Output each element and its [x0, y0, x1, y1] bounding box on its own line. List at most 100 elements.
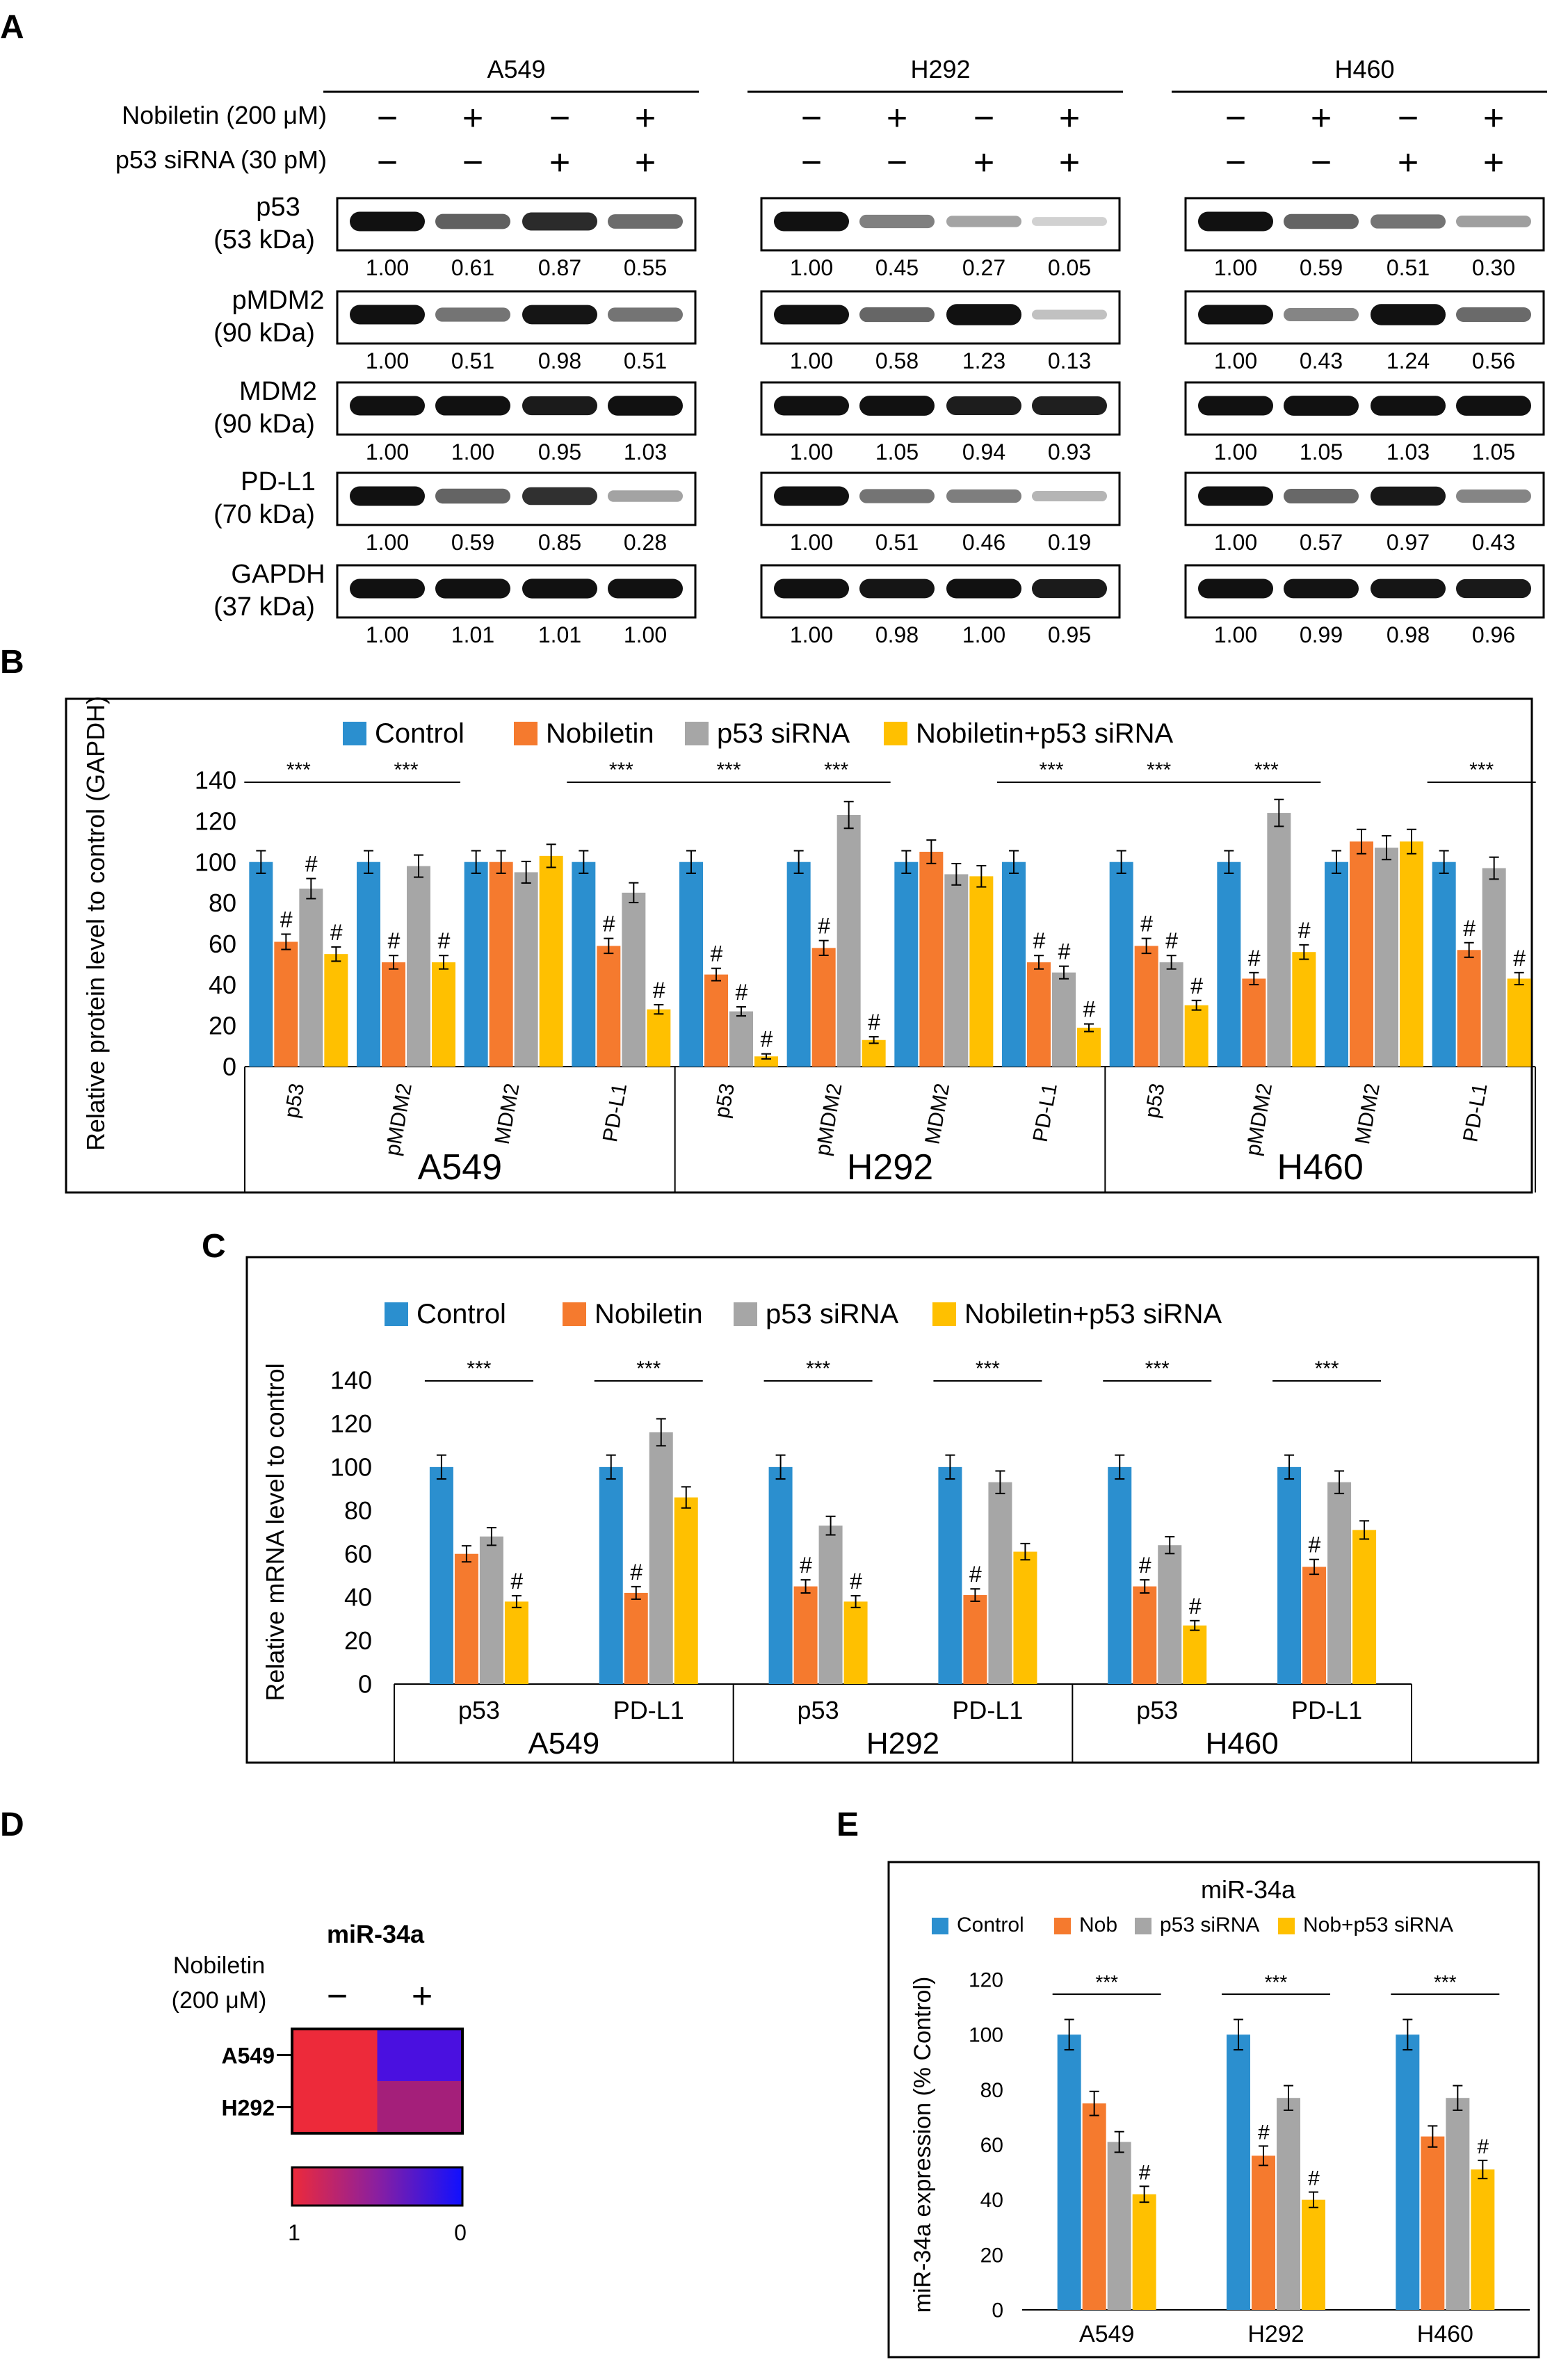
bar	[1227, 2035, 1250, 2310]
sig-stars: ***	[1254, 759, 1279, 782]
treatment-sign: +	[635, 98, 656, 138]
blot-band	[946, 579, 1021, 599]
x-category-label: MDM2	[491, 1081, 524, 1146]
legend-swatch	[1054, 1918, 1071, 1934]
bar	[1252, 2155, 1275, 2310]
y-tick-label: 40	[980, 2189, 1003, 2212]
bar	[464, 862, 488, 1067]
hash-marker: #	[1463, 916, 1476, 941]
blot-cell-label: A549	[487, 55, 545, 83]
band-quant-value: 0.96	[1472, 622, 1515, 647]
blot-protein-name: MDM2	[239, 377, 317, 406]
blot-band	[1032, 579, 1107, 599]
x-category-label: pMDM2	[381, 1081, 417, 1157]
x-category-label: H292	[1247, 2321, 1304, 2347]
x-group-label: A549	[418, 1147, 502, 1188]
blot-protein-size: (37 kDa)	[213, 592, 315, 622]
band-quant-value: 0.30	[1472, 255, 1515, 280]
band-quant-value: 1.00	[1214, 348, 1257, 373]
blot-band	[1284, 213, 1359, 229]
blot-band	[608, 214, 683, 229]
bar	[1077, 1028, 1101, 1067]
bar	[599, 1466, 623, 1684]
band-quant-value: 1.00	[1214, 530, 1257, 555]
hash-marker: #	[760, 1027, 773, 1052]
bar	[988, 1482, 1012, 1684]
blot-band	[774, 396, 849, 416]
bar	[963, 1595, 987, 1684]
heatmap-colorbar	[291, 2166, 464, 2207]
bar	[1400, 841, 1423, 1067]
bar	[862, 1040, 886, 1067]
y-tick-label: 140	[195, 766, 236, 795]
blot-band	[774, 305, 849, 325]
blot-band	[522, 579, 597, 599]
x-category-label: MDM2	[1351, 1081, 1384, 1146]
hash-marker: #	[305, 852, 318, 877]
blot-protein-name: pMDM2	[232, 286, 324, 315]
band-quant-value: 1.01	[451, 622, 494, 647]
treatment-sign: −	[887, 143, 907, 183]
band-quant-value: 1.05	[875, 439, 919, 464]
treatment-sign: +	[549, 143, 570, 183]
legend-label: Nobiletin	[595, 1299, 703, 1329]
blot-protein-size: (53 kDa)	[213, 225, 315, 254]
legend-label: p53 siRNA	[1160, 1914, 1259, 1936]
heatmap-title: miR-34a	[327, 1920, 425, 1948]
legend-swatch	[1135, 1918, 1151, 1934]
sig-stars: ***	[824, 759, 848, 782]
blot-band	[608, 579, 683, 599]
legend-label: Control	[957, 1914, 1024, 1936]
band-quant-value: 1.00	[1214, 255, 1257, 280]
hash-marker: #	[818, 914, 831, 939]
band-quant-value: 0.98	[1387, 622, 1430, 647]
blot-band	[774, 486, 849, 506]
y-axis-label: Relative protein level to control (GAPDH…	[81, 696, 110, 1151]
band-quant-value: 1.00	[366, 348, 409, 373]
x-group-label: H460	[1206, 1726, 1279, 1761]
bar	[1457, 950, 1481, 1067]
band-quant-value: 1.05	[1472, 439, 1515, 464]
band-quant-value: 0.05	[1048, 255, 1091, 280]
bar	[1327, 1482, 1352, 1684]
bar	[1184, 1005, 1209, 1067]
legend-label: Nobiletin	[546, 718, 654, 749]
blot-band	[522, 305, 597, 325]
blot-band	[350, 211, 425, 232]
bar	[454, 1553, 478, 1684]
bar	[249, 862, 273, 1067]
heatmap-cell	[377, 2081, 462, 2133]
blot-band	[350, 396, 425, 416]
x-category-label: p53	[711, 1081, 739, 1119]
hash-marker: #	[735, 980, 748, 1005]
x-category-label: PD-L1	[613, 1696, 684, 1724]
band-quant-value: 1.03	[1387, 439, 1430, 464]
chart-frame	[65, 697, 1533, 1194]
treatment-sign: −	[462, 143, 483, 183]
x-category-label: pMDM2	[811, 1081, 847, 1157]
hash-marker: #	[510, 1569, 524, 1594]
bar	[836, 815, 861, 1067]
blot-band	[1456, 307, 1531, 322]
blot-protein-size: (70 kDa)	[213, 500, 315, 529]
blot-band	[1284, 308, 1359, 321]
treatment-sign: −	[1311, 143, 1332, 183]
y-axis-label: miR-34a expression (% Control)	[910, 1977, 936, 2313]
y-tick-label: 140	[330, 1366, 372, 1395]
band-quant-value: 0.57	[1300, 530, 1343, 555]
y-tick-label: 120	[195, 807, 236, 835]
treatment-sign: +	[1059, 143, 1080, 183]
x-group-label: H460	[1277, 1147, 1364, 1188]
bar	[679, 862, 703, 1067]
heatmap-cell	[292, 2029, 378, 2081]
x-category-label: p53	[798, 1696, 839, 1724]
bar	[894, 862, 919, 1067]
panel-letter-b: B	[0, 644, 24, 681]
legend-swatch	[385, 1302, 408, 1326]
x-category-label: p53	[1136, 1696, 1178, 1724]
bar	[274, 941, 298, 1067]
bar	[1133, 1586, 1157, 1684]
treatment-sign: +	[887, 98, 907, 138]
